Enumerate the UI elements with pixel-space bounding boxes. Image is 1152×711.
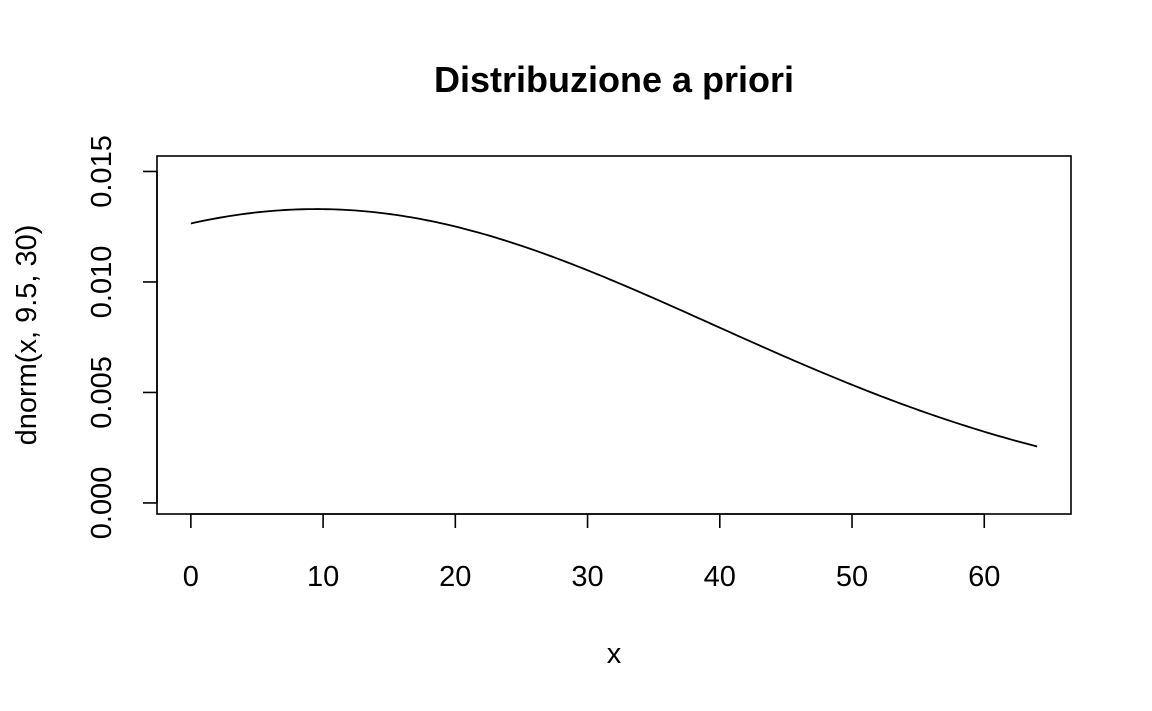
x-axis-label: x bbox=[607, 638, 622, 670]
x-tick-label: 30 bbox=[571, 561, 603, 593]
y-tick-label: 0.000 bbox=[86, 467, 118, 540]
x-tick-label: 0 bbox=[183, 561, 199, 593]
y-axis: 0.000 0.005 0.010 0.015 bbox=[86, 135, 158, 540]
x-tick-label: 50 bbox=[836, 561, 868, 593]
x-axis: 0 10 20 30 40 50 60 bbox=[183, 513, 1000, 593]
y-tick-label: 0.005 bbox=[86, 356, 118, 429]
y-tick-label: 0.010 bbox=[86, 246, 118, 319]
x-tick-label: 10 bbox=[307, 561, 339, 593]
x-tick-label: 60 bbox=[968, 561, 1000, 593]
chart-title: Distribuzione a priori bbox=[434, 59, 794, 100]
density-curve bbox=[190, 208, 1038, 448]
y-axis-label: dnorm(x, 9.5, 30) bbox=[11, 225, 43, 446]
x-tick-label: 20 bbox=[439, 561, 471, 593]
x-tick-label: 40 bbox=[704, 561, 736, 593]
y-tick-label: 0.015 bbox=[86, 135, 118, 208]
